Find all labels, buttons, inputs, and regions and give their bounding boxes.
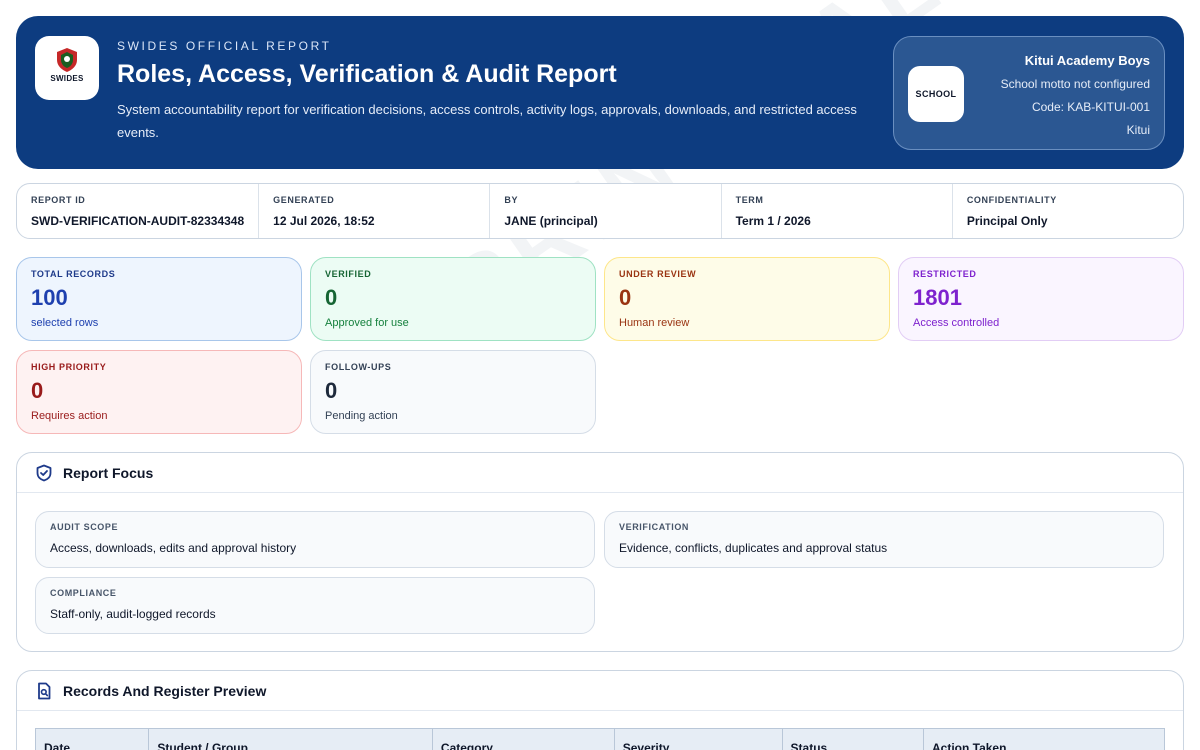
stat-card-total-records: TOTAL RECORDS 100 selected rows: [16, 257, 302, 341]
stat-value: 0: [619, 285, 632, 310]
school-card: SCHOOL Kitui Academy Boys School motto n…: [893, 36, 1165, 150]
report-focus-section: Report Focus AUDIT SCOPE Access, downloa…: [16, 452, 1184, 652]
school-badge: SCHOOL: [908, 66, 964, 122]
stat-value: 0: [31, 378, 44, 403]
meta-label: REPORT ID: [31, 195, 86, 205]
meta-by: BY JANE (principal): [490, 184, 722, 238]
focus-label: VERIFICATION: [619, 522, 690, 532]
stat-note: Approved for use: [325, 317, 409, 329]
report-title: Roles, Access, Verification & Audit Repo…: [117, 60, 617, 88]
column-header-severity[interactable]: Severity: [613, 728, 783, 750]
meta-confidentiality: CONFIDENTIALITY Principal Only: [953, 184, 1183, 238]
focus-label: COMPLIANCE: [50, 588, 117, 598]
logo-wordmark: SWIDES: [50, 74, 84, 83]
stat-note: Pending action: [325, 410, 398, 422]
section-title: Records And Register Preview: [63, 682, 267, 699]
stat-label: RESTRICTED: [913, 269, 977, 279]
shield-check-icon: [36, 464, 52, 481]
stat-value: 100: [31, 285, 68, 310]
meta-label: GENERATED: [273, 195, 335, 205]
focus-value: Evidence, conflicts, duplicates and appr…: [619, 541, 888, 555]
meta-value: JANE (principal): [504, 214, 598, 228]
column-header-student-group[interactable]: Student / Group: [148, 728, 433, 750]
records-register-section: Records And Register Preview Date Studen…: [16, 670, 1184, 750]
school-code: Code: KAB-KITUI-001: [1031, 100, 1150, 114]
focus-value: Access, downloads, edits and approval hi…: [50, 541, 297, 555]
focus-label: AUDIT SCOPE: [50, 522, 119, 532]
meta-report-id: REPORT ID SWD-VERIFICATION-AUDIT-8233434…: [17, 184, 260, 238]
stat-label: FOLLOW-UPS: [325, 362, 392, 372]
stat-card-follow-ups: FOLLOW-UPS 0 Pending action: [310, 350, 596, 434]
stat-card-verified: VERIFIED 0 Approved for use: [310, 257, 596, 341]
stat-value: 1801: [913, 285, 962, 310]
swides-logo: SWIDES: [35, 36, 99, 100]
document-search-icon: [38, 682, 51, 699]
table-header-row: Date Student / Group Category Severity S…: [34, 728, 1166, 750]
stat-label: UNDER REVIEW: [619, 269, 697, 279]
stat-note: selected rows: [31, 317, 99, 329]
stat-note: Human review: [619, 317, 690, 329]
school-name: Kitui Academy Boys: [1024, 53, 1150, 68]
meta-term: TERM Term 1 / 2026: [722, 184, 953, 238]
school-location: Kitui: [1126, 123, 1150, 137]
meta-value: Principal Only: [966, 214, 1048, 228]
stat-value: 0: [325, 285, 338, 310]
shield-logo-icon: [57, 48, 77, 72]
meta-value: 12 Jul 2026, 18:52: [273, 214, 375, 228]
section-header: Records And Register Preview: [17, 671, 1183, 711]
report-meta-bar: REPORT ID SWD-VERIFICATION-AUDIT-8233434…: [16, 183, 1184, 239]
meta-label: BY: [504, 195, 519, 205]
stat-label: VERIFIED: [325, 269, 372, 279]
meta-value: Term 1 / 2026: [735, 214, 811, 228]
focus-value: Staff-only, audit-logged records: [50, 607, 216, 621]
meta-label: TERM: [735, 195, 764, 205]
stat-label: TOTAL RECORDS: [31, 269, 116, 279]
stat-note: Requires action: [31, 410, 108, 422]
logo-tagline: [66, 84, 67, 89]
report-header: SWIDES SWIDES OFFICIAL REPORT Roles, Acc…: [16, 16, 1184, 169]
meta-value: SWD-VERIFICATION-AUDIT-82334348: [31, 214, 245, 228]
records-table: Date Student / Group Category Severity S…: [34, 728, 1166, 750]
stat-note: Access controlled: [913, 317, 1000, 329]
section-header: Report Focus: [17, 453, 1183, 493]
stat-label: HIGH PRIORITY: [31, 362, 107, 372]
focus-card-audit-scope: AUDIT SCOPE Access, downloads, edits and…: [35, 511, 595, 568]
report-subtitle: System accountability report for verific…: [117, 102, 857, 140]
meta-label: CONFIDENTIALITY: [966, 195, 1057, 205]
column-header-status[interactable]: Status: [781, 728, 924, 750]
section-title: Report Focus: [63, 464, 154, 481]
stat-card-under-review: UNDER REVIEW 0 Human review: [604, 257, 890, 341]
school-motto: School motto not configured: [1000, 77, 1150, 91]
stat-card-restricted: RESTRICTED 1801 Access controlled: [898, 257, 1184, 341]
report-kicker: SWIDES OFFICIAL REPORT: [117, 39, 332, 53]
meta-generated: GENERATED 12 Jul 2026, 18:52: [259, 184, 491, 238]
stat-card-high-priority: HIGH PRIORITY 0 Requires action: [16, 350, 302, 434]
focus-card-compliance: COMPLIANCE Staff-only, audit-logged reco…: [35, 577, 595, 634]
stat-value: 0: [325, 378, 338, 403]
column-header-action-taken[interactable]: Action Taken: [922, 728, 1166, 750]
column-header-date[interactable]: Date: [34, 728, 150, 750]
focus-card-verification: VERIFICATION Evidence, conflicts, duplic…: [604, 511, 1164, 568]
column-header-category[interactable]: Category: [431, 728, 615, 750]
